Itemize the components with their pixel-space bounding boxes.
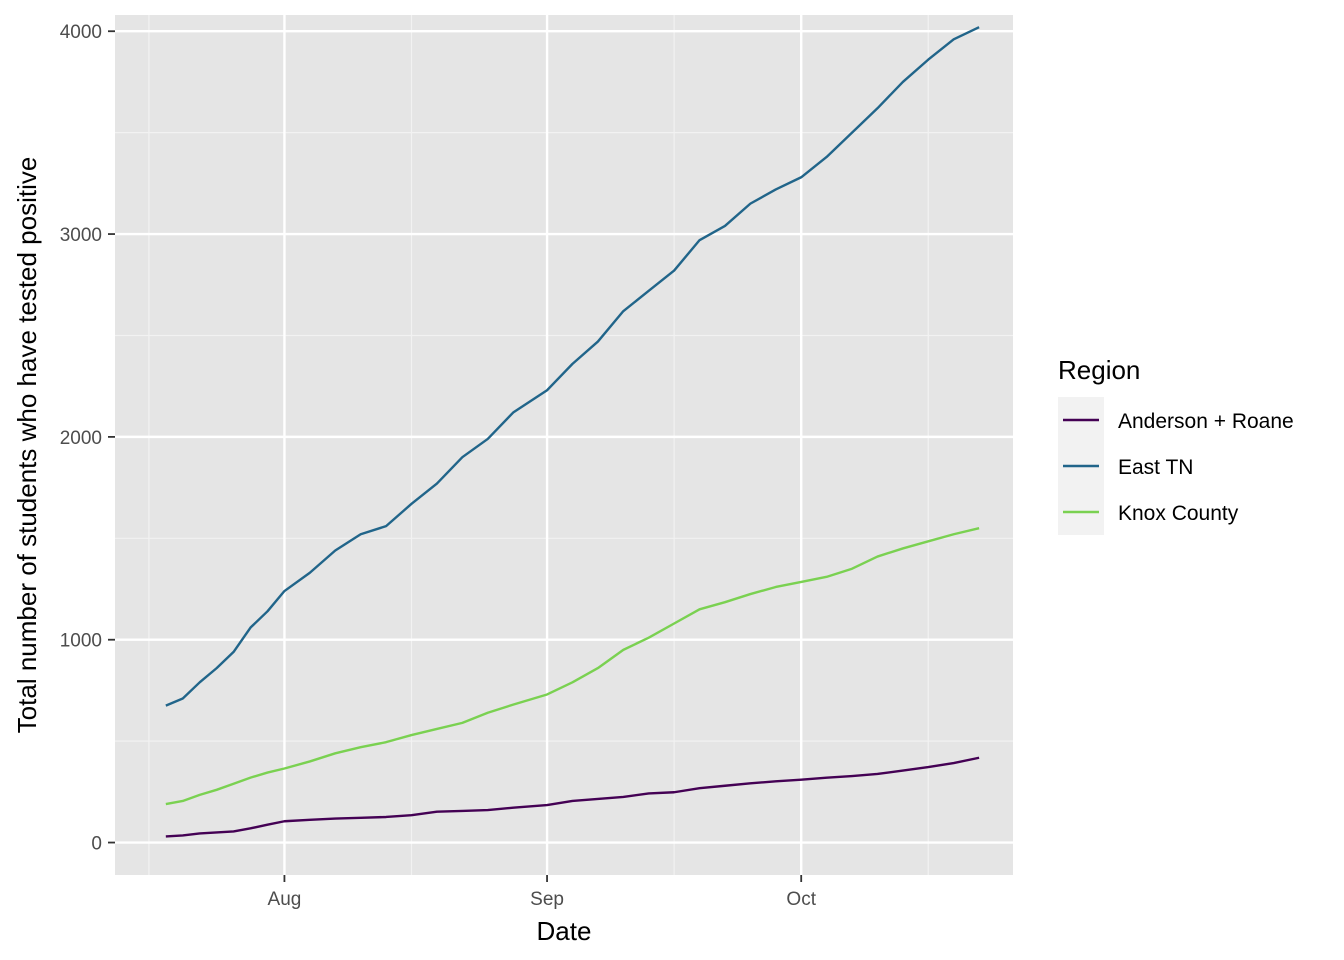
legend: Region Anderson + Roane East TN Knox Count… — [1058, 355, 1294, 535]
series-line-knox-county — [165, 526, 980, 806]
y-tick-label: 4000 — [60, 22, 102, 43]
y-axis: 0 1000 2000 3000 4000 — [60, 22, 115, 855]
y-tick-label: 1000 — [60, 631, 102, 652]
y-tick-label: 3000 — [60, 225, 102, 246]
legend-items: Anderson + Roane East TN Knox County — [1058, 397, 1294, 535]
legend-label: Knox County — [1118, 502, 1239, 525]
x-axis: Aug Sep Oct — [268, 875, 817, 910]
x-tick-label: Oct — [786, 889, 816, 910]
grid-major — [115, 15, 1013, 875]
y-tick-label: 2000 — [60, 428, 102, 449]
x-tick-label: Sep — [530, 889, 564, 910]
x-axis-title: Date — [537, 916, 592, 946]
legend-label: Anderson + Roane — [1118, 410, 1294, 433]
series-line-anderson-roane — [165, 756, 980, 838]
legend-label: East TN — [1118, 456, 1193, 479]
y-tick-label: 0 — [91, 834, 102, 855]
grid-minor — [115, 15, 1013, 875]
x-tick-label: Aug — [268, 889, 302, 910]
plot-panel — [115, 15, 1013, 875]
series-lines — [165, 26, 980, 838]
series-line-east-tn — [165, 26, 980, 707]
legend-title: Region — [1058, 355, 1140, 385]
y-axis-title: Total number of students who have tested… — [12, 157, 42, 734]
